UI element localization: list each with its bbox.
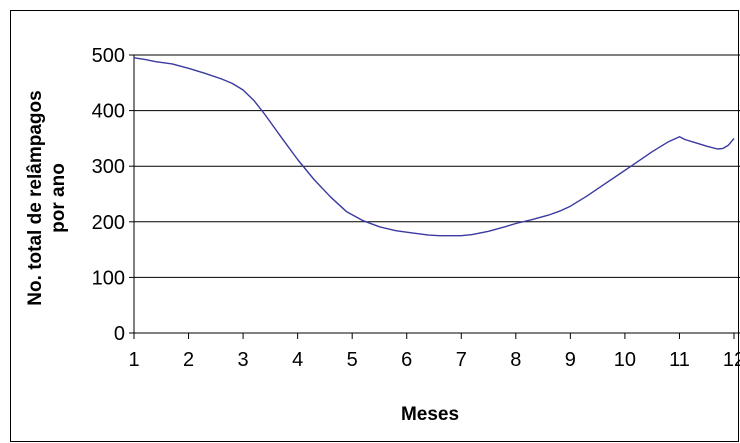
y-tick-labels: 0 100 200 300 400 500 [92,45,125,345]
x-axis-title: Meses [401,404,459,425]
x-tick-label-1: 1 [128,349,139,371]
y-axis-title-line-1: No. total de relâmpagos [25,90,46,305]
x-tick-label-11: 11 [669,349,690,371]
y-tick-label-400: 400 [92,101,125,123]
y-tick-label-300: 300 [92,156,125,178]
y-tick-label-100: 100 [92,267,125,289]
x-tick-label-4: 4 [292,349,303,371]
x-tick-label-7: 7 [456,349,467,371]
y-tick-label-200: 200 [92,212,125,234]
x-tick-label-12: 12 [723,349,740,371]
x-tick-label-10: 10 [614,349,636,371]
y-tick-label-500: 500 [92,45,125,67]
gridlines [134,54,740,278]
y-tick-label-0: 0 [114,323,125,345]
x-tick-labels: 1 2 3 4 5 6 7 8 9 10 11 12 [128,349,740,371]
series-line-0 [133,57,735,237]
axes [129,54,740,339]
x-tick-label-8: 8 [510,349,521,371]
x-tick-label-2: 2 [183,349,194,371]
x-tick-label-6: 6 [401,349,412,371]
chart-frame: 0 100 200 300 400 500 1 2 3 4 5 6 7 8 9 10 11 12 No. tot… [10,10,740,442]
x-tick-label-3: 3 [238,349,249,371]
x-tick-label-9: 9 [565,349,576,371]
series-lines [133,57,735,237]
x-tick-label-5: 5 [347,349,358,371]
y-axis-title-line-2: por ano [48,163,69,233]
